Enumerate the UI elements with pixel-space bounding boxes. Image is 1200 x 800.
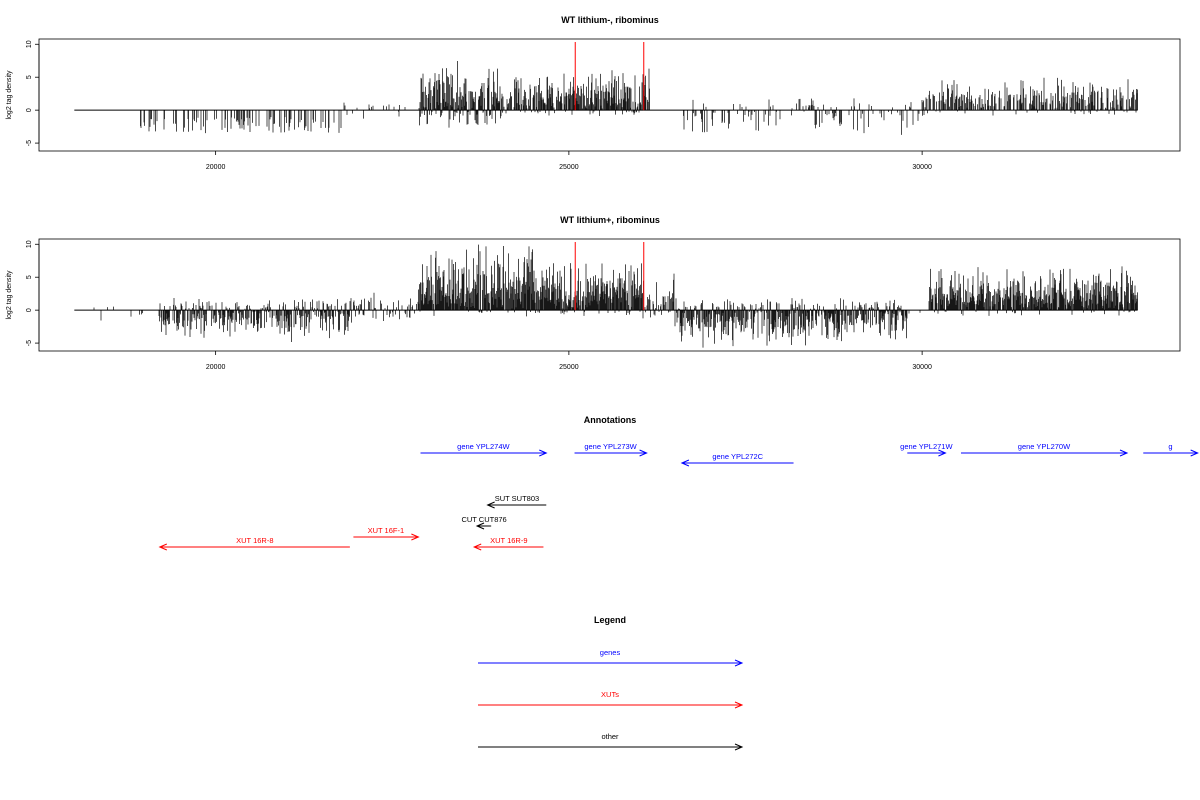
panel-1-bars — [140, 61, 1138, 135]
x-tick-label: 30000 — [912, 164, 932, 171]
gene-feature-arrow — [960, 449, 1129, 457]
y-tick-label: 10 — [26, 240, 33, 248]
panel-1-title: WT lithium-, ribominus — [561, 15, 659, 25]
feature-label: gene YPL271W — [900, 442, 953, 451]
panel-1-ylabel: log2 tag density — [6, 70, 13, 120]
xut-feature-arrow — [472, 543, 544, 551]
other-feature-arrow — [486, 501, 547, 509]
panel-2-ylabel: log2 tag density — [6, 270, 13, 320]
y-tick-label: 10 — [26, 40, 33, 48]
y-tick-label: 0 — [26, 308, 33, 312]
panel-1-markers — [574, 42, 645, 111]
x-tick-label: 25000 — [559, 364, 579, 371]
legend-items: genes XUTs other — [478, 648, 744, 751]
feature-label: gene YPL272C — [712, 452, 763, 461]
x-tick-label: 30000 — [912, 364, 932, 371]
legend-section: Legend genes XUTs other — [478, 615, 744, 751]
x-tick-label: 20000 — [206, 364, 226, 371]
gene-feature-arrow — [1143, 449, 1199, 457]
feature-label: XUT 16F-1 — [368, 526, 405, 535]
legend-label: other — [601, 732, 619, 741]
feature-label: gene YPL270W — [1018, 442, 1071, 451]
y-tick-label: 5 — [26, 75, 33, 79]
panel-2-frame — [38, 238, 1181, 352]
legend-label: XUTs — [601, 690, 619, 699]
legend-other-arrow — [478, 743, 744, 751]
y-tick-label: -5 — [26, 140, 33, 146]
gene-feature-arrow — [574, 449, 648, 457]
annotation-features: gene YPL274W gene YPL273W gene YPL272C gene… — [158, 442, 1199, 551]
x-tick-label: 25000 — [559, 164, 579, 171]
panel-2-title: WT lithium+, ribominus — [560, 215, 660, 225]
gene-feature-arrow — [907, 449, 947, 457]
legend-gene-arrow — [478, 659, 744, 667]
y-tick-label: 5 — [26, 275, 33, 279]
panel-2-bars — [93, 244, 1138, 348]
panel-2: WT lithium+, ribominus log2 tag density … — [6, 215, 1181, 371]
panel-1: WT lithium-, ribominus log2 tag density … — [6, 15, 1181, 171]
feature-label: XUT 16R-9 — [490, 536, 527, 545]
panel-2-markers — [574, 242, 645, 311]
panel-1-x-axis: 20000 25000 30000 — [206, 151, 932, 171]
legend-title: Legend — [594, 615, 626, 625]
feature-label: SUT SUT803 — [495, 494, 539, 503]
panel-2-y-axis: -5 0 5 10 — [26, 240, 40, 346]
xut-feature-arrow — [353, 533, 420, 541]
feature-label: g — [1168, 442, 1172, 451]
xut-feature-arrow — [158, 543, 350, 551]
feature-label: gene YPL274W — [457, 442, 510, 451]
annotations-section: Annotations gene YPL274W gene YPL273Wgene… — [158, 415, 1199, 551]
x-tick-label: 20000 — [206, 164, 226, 171]
gene-feature-arrow — [420, 449, 548, 457]
gene-feature-arrow — [680, 459, 794, 467]
legend-xut-arrow — [478, 701, 744, 709]
legend-label: genes — [600, 648, 621, 657]
annotations-title: Annotations — [584, 415, 637, 425]
panel-2-x-axis: 20000 25000 30000 — [206, 351, 932, 371]
other-feature-arrow — [475, 522, 492, 530]
feature-label: CUT CUT876 — [461, 515, 506, 524]
panel-1-y-axis: -5 0 5 10 — [26, 40, 40, 146]
y-tick-label: 0 — [26, 108, 33, 112]
feature-label: XUT 16R-8 — [236, 536, 273, 545]
y-tick-label: -5 — [26, 340, 33, 346]
feature-label: gene YPL273W — [584, 442, 637, 451]
